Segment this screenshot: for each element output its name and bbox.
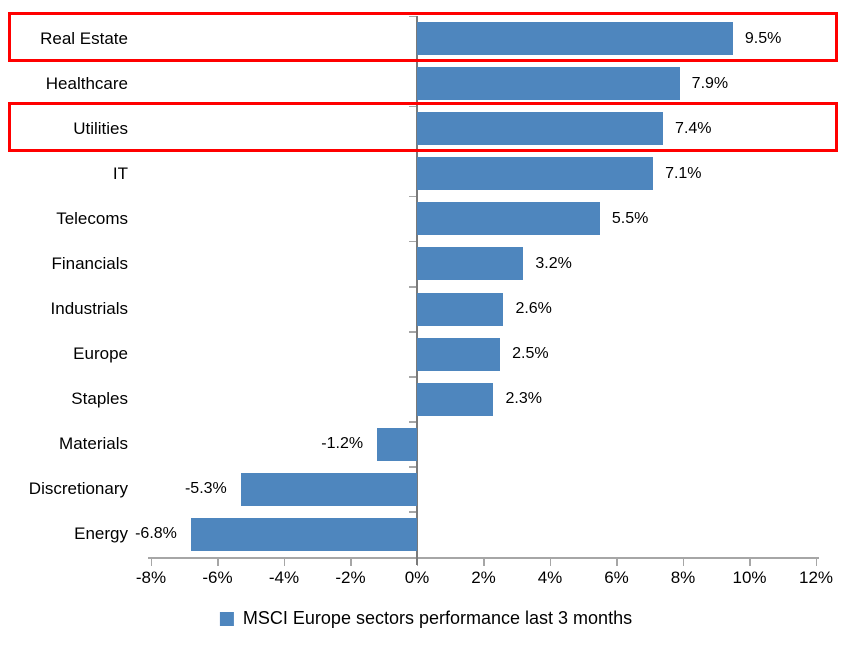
bar-value-label: -1.2% xyxy=(321,435,364,453)
bar xyxy=(417,202,600,236)
x-axis-tick-label: 6% xyxy=(604,568,629,587)
category-axis-tick xyxy=(409,331,417,333)
x-axis-tick xyxy=(749,559,751,566)
x-axis-tick xyxy=(350,559,352,566)
bar-value-label: 2.6% xyxy=(515,300,552,318)
x-axis-tick xyxy=(815,559,817,566)
bar-value-label: 7.4% xyxy=(675,119,712,137)
bar-value-label: -5.3% xyxy=(184,480,227,498)
category-label: Financials xyxy=(51,253,128,273)
x-axis-tick-label: 4% xyxy=(537,568,563,587)
category-label: Energy xyxy=(74,524,128,544)
bar-value-label: 5.5% xyxy=(611,209,649,227)
bar-value-label: 9.5% xyxy=(744,29,782,47)
category-axis-tick xyxy=(409,376,417,378)
category-axis-tick xyxy=(409,15,417,17)
bar xyxy=(417,292,504,326)
bar-value-label: 7.1% xyxy=(665,164,702,182)
x-axis-tick-label: -6% xyxy=(202,568,233,587)
category-label: Real Estate xyxy=(40,28,128,48)
legend: MSCI Europe sectors performance last 3 m… xyxy=(219,608,633,629)
bar xyxy=(240,472,417,506)
x-axis-tick-label: 2% xyxy=(471,568,496,587)
bar-value-label: 7.9% xyxy=(691,74,729,92)
x-axis-tick xyxy=(483,559,485,566)
x-axis-tick xyxy=(283,559,285,566)
category-label: Healthcare xyxy=(45,73,128,93)
bar xyxy=(417,337,501,371)
bar-value-label: 2.3% xyxy=(505,390,542,408)
x-axis-tick xyxy=(549,559,551,566)
bar xyxy=(377,427,417,461)
category-axis-tick xyxy=(409,240,417,243)
bar xyxy=(417,157,654,191)
bar xyxy=(417,67,680,101)
legend-marker-icon xyxy=(219,611,234,626)
bar-value-label: 3.2% xyxy=(535,254,572,272)
x-axis-tick-label: 8% xyxy=(670,568,696,587)
x-axis-tick-label: 10% xyxy=(732,568,767,587)
bar xyxy=(417,247,524,281)
bar xyxy=(417,382,494,416)
category-axis-tick xyxy=(409,286,417,288)
category-axis-tick xyxy=(409,466,417,468)
category-axis-tick xyxy=(409,195,417,198)
category-axis-tick xyxy=(409,421,417,423)
bar-value-label: -6.8% xyxy=(135,525,177,543)
category-label: Industrials xyxy=(50,299,128,319)
bar xyxy=(417,22,733,56)
x-axis-tick-label: 12% xyxy=(798,568,834,587)
category-label: IT xyxy=(112,163,128,183)
category-label: Materials xyxy=(59,434,128,454)
category-label: Utilities xyxy=(73,118,128,138)
x-axis-tick xyxy=(150,559,152,566)
x-axis-line xyxy=(148,557,819,559)
x-axis-tick-label: -8% xyxy=(135,568,167,587)
category-label: Telecoms xyxy=(56,208,128,228)
highlight-box xyxy=(8,102,838,153)
x-axis-tick xyxy=(682,559,684,566)
bar xyxy=(190,517,417,551)
category-label: Discretionary xyxy=(28,479,128,499)
x-axis-tick xyxy=(616,559,618,566)
x-axis-tick-label: -4% xyxy=(268,568,300,587)
bar-value-label: 2.5% xyxy=(512,345,549,363)
category-axis-tick xyxy=(409,105,417,108)
category-label: Staples xyxy=(71,389,128,409)
legend-label: MSCI Europe sectors performance last 3 m… xyxy=(242,608,633,628)
x-axis-tick-label: -2% xyxy=(335,568,366,587)
x-axis-tick-label: 0% xyxy=(404,568,430,587)
category-label: Europe xyxy=(73,344,128,364)
y-axis-line xyxy=(416,16,418,565)
category-axis-tick xyxy=(409,511,417,513)
x-axis-tick xyxy=(217,559,219,566)
bar xyxy=(417,112,664,146)
highlight-box xyxy=(8,12,838,63)
